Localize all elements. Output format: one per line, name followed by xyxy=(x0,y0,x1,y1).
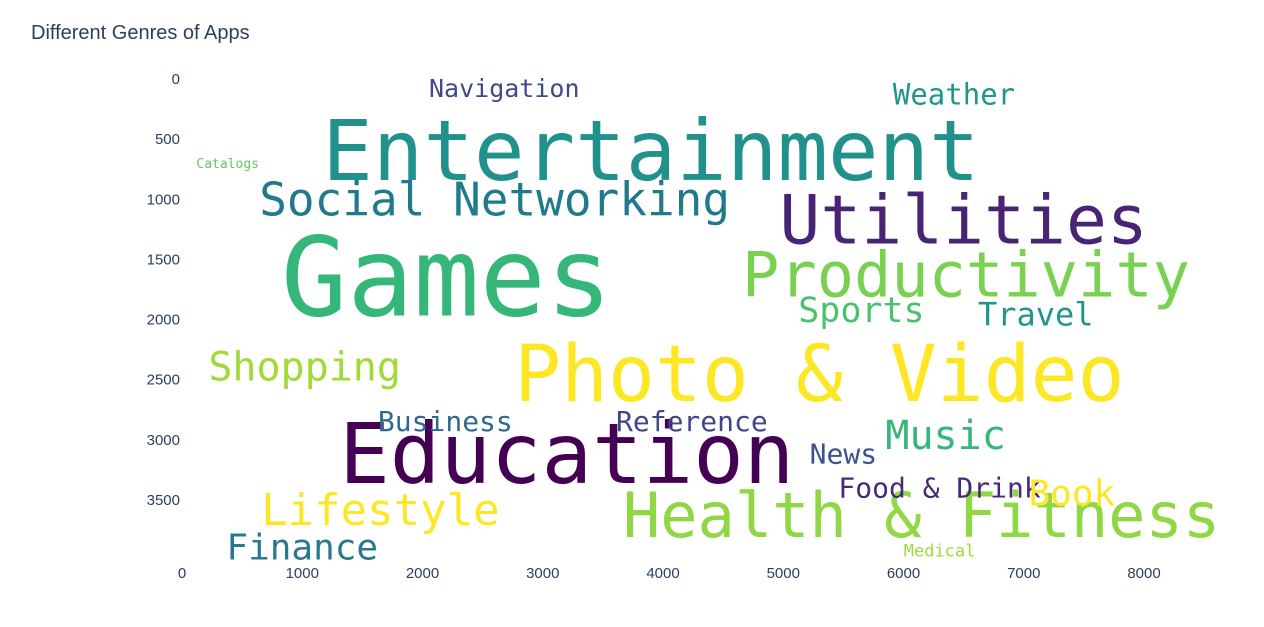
x-tick-label: 5000 xyxy=(767,565,800,582)
x-tick-label: 6000 xyxy=(887,565,920,582)
word-health-fitness: Health & Fitness xyxy=(623,479,1220,552)
word-shopping: Shopping xyxy=(208,345,401,391)
x-axis: 0 1000 2000 3000 4000 5000 6000 7000 8000 xyxy=(178,565,1161,582)
word-layer: Games Entertainment Photo & VideoEducation… xyxy=(196,74,1220,568)
word-navigation: Navigation xyxy=(429,74,580,103)
x-tick-label: 2000 xyxy=(406,565,439,582)
word-photo-video: Photo & Video xyxy=(514,330,1124,420)
word-reference: Reference xyxy=(616,405,768,438)
x-tick-label: 7000 xyxy=(1007,565,1040,582)
chart-title: Different Genres of Apps xyxy=(31,22,250,44)
word-social-networking: Social Networking xyxy=(259,172,730,226)
y-tick-label: 1500 xyxy=(147,251,180,268)
word-sports: Sports xyxy=(798,291,924,331)
word-music: Music xyxy=(885,413,1005,459)
y-tick-label: 1000 xyxy=(147,191,180,208)
y-tick-label: 3500 xyxy=(147,492,180,509)
word-utilities: Utilities xyxy=(779,181,1147,260)
word-food-drink: Food & Drink xyxy=(838,471,1040,504)
word-medical: Medical xyxy=(904,542,976,562)
x-tick-label: 8000 xyxy=(1127,565,1160,582)
word-games: Games xyxy=(281,213,612,341)
y-tick-label: 2500 xyxy=(147,372,180,389)
x-tick-label: 1000 xyxy=(286,565,319,582)
y-axis: 0 500 1000 1500 2000 2500 3000 3500 xyxy=(147,71,180,509)
y-tick-label: 0 xyxy=(172,71,180,88)
y-tick-label: 2000 xyxy=(147,312,180,329)
word-weather: Weather xyxy=(893,78,1015,112)
word-lifestyle: Lifestyle xyxy=(261,485,499,536)
word-productivity: Productivity xyxy=(742,239,1190,312)
word-news: News xyxy=(810,438,877,471)
word-travel: Travel xyxy=(978,296,1094,334)
word-finance: Finance xyxy=(226,527,378,568)
word-book: Book xyxy=(1028,473,1115,514)
word-business: Business xyxy=(378,405,513,438)
y-tick-label: 3000 xyxy=(147,432,180,449)
x-tick-label: 0 xyxy=(178,565,186,582)
word-education: Education xyxy=(339,405,794,503)
y-tick-label: 500 xyxy=(155,131,180,148)
x-tick-label: 4000 xyxy=(646,565,679,582)
word-entertainment: Entertainment xyxy=(322,102,979,200)
word-catalogs: Catalogs xyxy=(196,157,259,172)
x-tick-label: 3000 xyxy=(526,565,559,582)
